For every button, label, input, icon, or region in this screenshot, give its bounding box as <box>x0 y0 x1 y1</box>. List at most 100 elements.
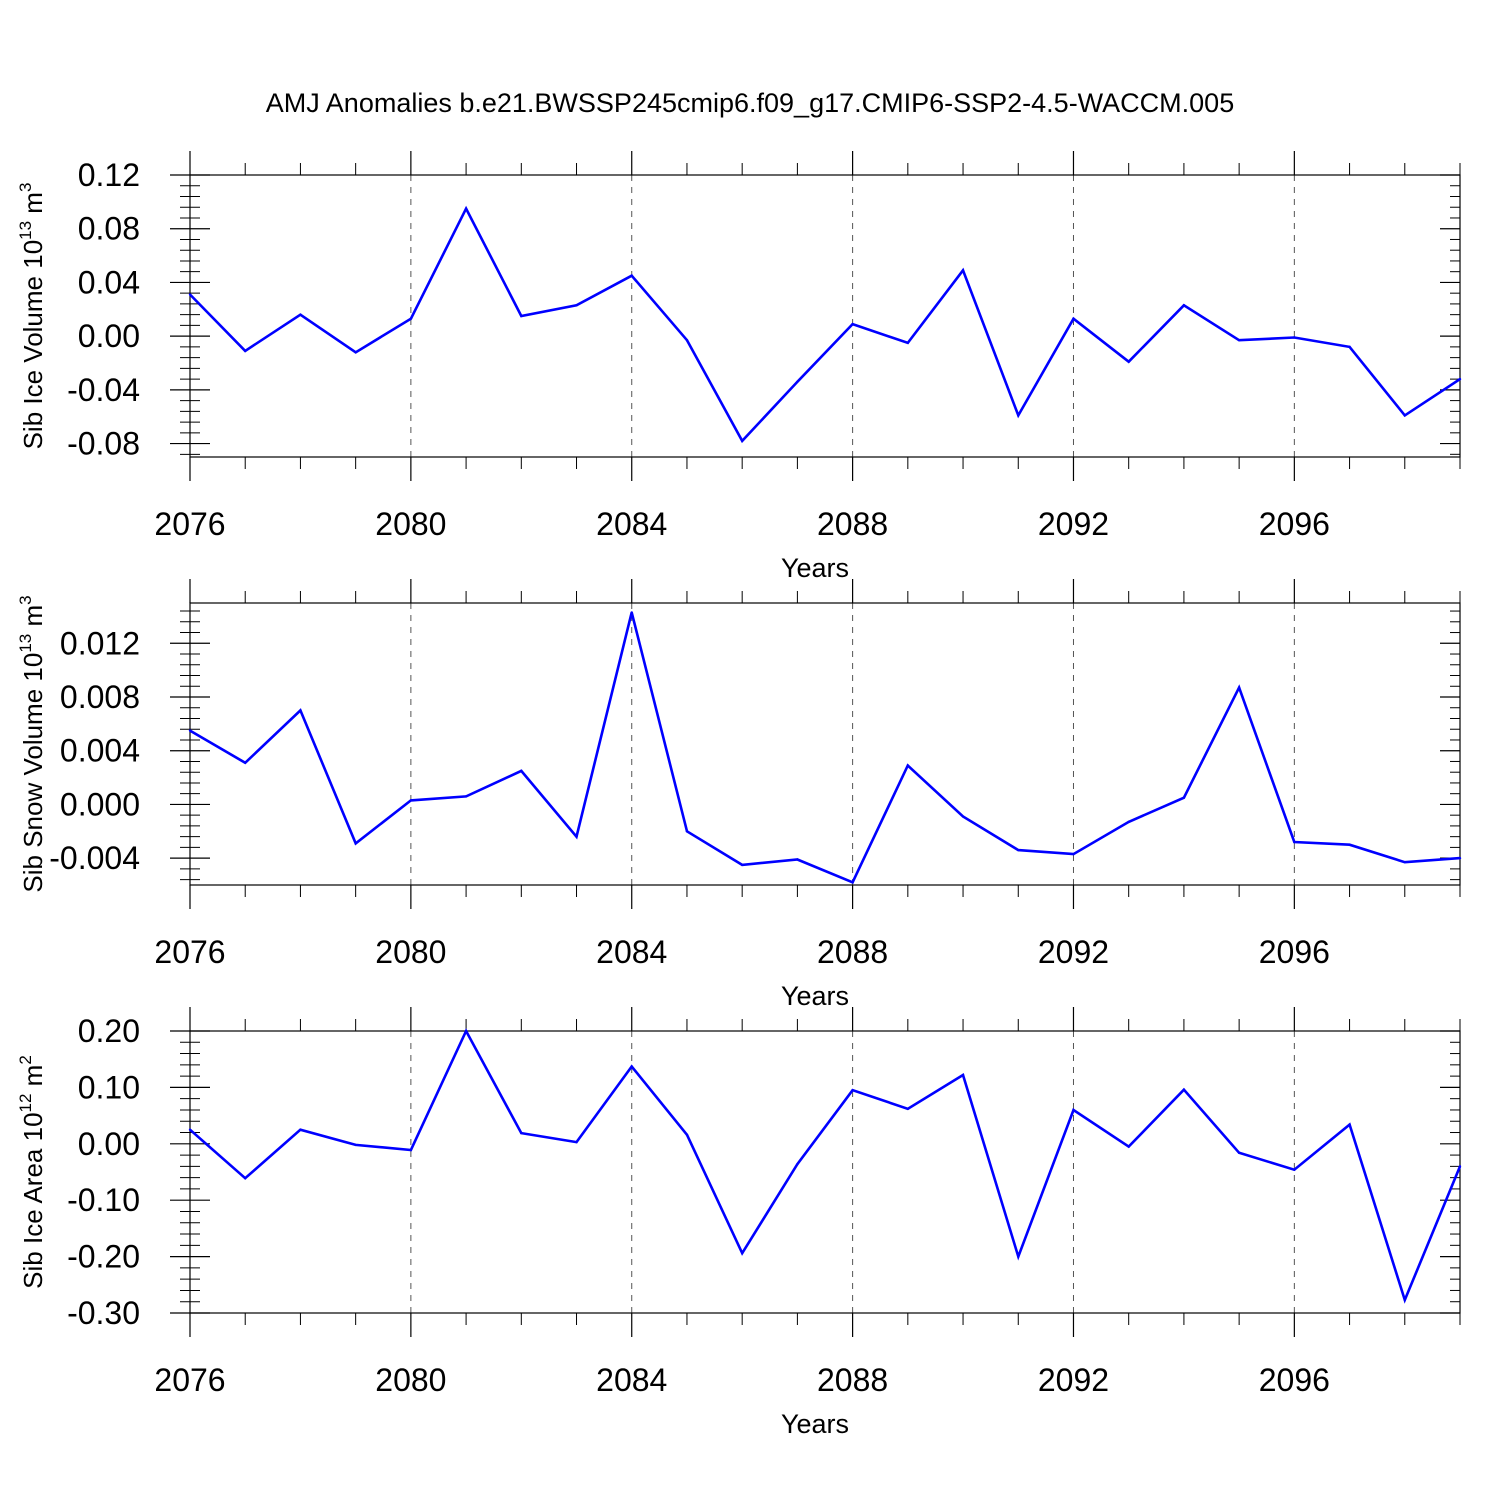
y-tick-label: 0.00 <box>78 1126 140 1162</box>
data-point <box>685 830 689 833</box>
x-axis-label: Years <box>781 1409 849 1439</box>
x-tick-label: 2084 <box>596 506 667 542</box>
data-point <box>1348 843 1351 846</box>
data-point <box>851 322 854 326</box>
data-point <box>685 1133 689 1136</box>
data-point <box>740 863 744 867</box>
y-axis-label: Sib Snow Volume 1013 m3 <box>16 595 48 892</box>
data-point <box>409 317 413 320</box>
data-point <box>796 380 799 383</box>
x-tick-label: 2096 <box>1259 1362 1330 1398</box>
data-point <box>1182 1088 1186 1091</box>
y-tick-label: 0.04 <box>78 264 140 300</box>
data-point <box>354 842 357 845</box>
chart-panel-2: 2076 2080 2084 2088 2092 2096 0.012 0.008 0.004 0… <box>16 579 1462 1011</box>
data-point <box>1072 852 1075 856</box>
data-point <box>796 1162 799 1166</box>
data-point <box>1237 338 1241 342</box>
data-point <box>354 351 357 354</box>
data-point <box>464 795 468 798</box>
x-tick-label: 2076 <box>154 506 225 542</box>
data-point <box>1017 1255 1020 1258</box>
chart-panel-3: 2076 2080 2084 2088 2092 2096 0.20 0.10 0.00 -0.1… <box>16 1007 1462 1439</box>
x-tick-label: 2088 <box>817 506 888 542</box>
data-point <box>1237 686 1241 689</box>
x-tick-label: 2096 <box>1259 934 1330 970</box>
data-point <box>188 293 192 296</box>
x-tick-label: 2092 <box>1038 934 1109 970</box>
data-point <box>520 769 523 773</box>
x-tick-label: 2080 <box>375 1362 446 1398</box>
data-point <box>299 313 302 316</box>
data-point <box>244 761 247 764</box>
y-tick-label: 0.008 <box>60 679 140 715</box>
data-point <box>1293 840 1296 844</box>
data-point <box>1403 860 1406 864</box>
y-tick-label: 0.000 <box>60 786 140 822</box>
x-tick-label: 2076 <box>154 934 225 970</box>
data-point <box>1072 317 1075 320</box>
x-axis-label: Years <box>781 553 849 583</box>
data-point <box>796 858 799 861</box>
data-point <box>1127 820 1130 824</box>
data-point <box>1403 414 1406 417</box>
y-axis-label: Sib Ice Volume 1013 m3 <box>16 183 48 450</box>
data-point <box>409 1148 413 1152</box>
data-point <box>244 1177 247 1180</box>
data-point <box>1458 377 1462 381</box>
data-point <box>1458 1165 1462 1168</box>
series-line <box>189 1028 1462 1304</box>
data-point <box>409 799 413 802</box>
data-point <box>1127 360 1130 363</box>
y-tick-label: -0.08 <box>67 426 140 462</box>
y-tick-label: 0.20 <box>78 1013 140 1049</box>
plot-frame <box>189 174 1461 458</box>
data-point <box>630 611 633 614</box>
x-tick-label: 2088 <box>817 1362 888 1398</box>
y-tick-label: -0.30 <box>67 1295 140 1331</box>
data-point <box>1293 1168 1296 1171</box>
data-point <box>1458 856 1462 860</box>
data-point <box>1017 414 1020 417</box>
data-point <box>575 304 578 307</box>
data-point <box>906 341 910 345</box>
data-point <box>851 1089 854 1092</box>
data-point <box>1127 1145 1130 1148</box>
y-tick-label: 0.00 <box>78 318 140 354</box>
data-point <box>299 709 302 712</box>
data-point <box>740 1252 744 1255</box>
data-point <box>1017 848 1020 852</box>
figure-title: AMJ Anomalies b.e21.BWSSP245cmip6.f09_g1… <box>266 88 1234 118</box>
y-tick-label: 0.004 <box>60 733 140 769</box>
y-tick-label: 0.12 <box>78 157 140 193</box>
y-tick-label: 0.10 <box>78 1069 140 1105</box>
data-point <box>520 314 523 318</box>
data-point <box>1348 1123 1351 1126</box>
data-point <box>520 1131 523 1135</box>
x-tick-label: 2092 <box>1038 506 1109 542</box>
data-point <box>188 1128 192 1131</box>
y-tick-label: 0.08 <box>78 211 140 247</box>
data-point <box>685 338 689 342</box>
data-point <box>1182 304 1186 307</box>
data-point <box>299 1128 302 1131</box>
data-point <box>244 349 247 353</box>
y-tick-label: 0.012 <box>60 625 140 661</box>
series-line <box>189 612 1461 884</box>
y-tick-label: -0.20 <box>67 1239 140 1275</box>
data-point <box>575 835 578 838</box>
data-point <box>630 274 633 277</box>
series-line <box>189 205 1461 444</box>
data-point <box>1293 336 1296 339</box>
data-point <box>961 1073 965 1077</box>
data-point <box>1182 796 1186 799</box>
data-point <box>1348 345 1351 349</box>
data-point <box>906 1107 910 1111</box>
data-point <box>961 815 965 818</box>
data-point <box>740 439 744 443</box>
chart-panel-1: 2076 2080 2084 2088 2092 2096 0.12 0.08 0.04 0.00… <box>16 151 1462 583</box>
y-tick-label: -0.10 <box>67 1182 140 1218</box>
plot-frame <box>189 1030 1461 1314</box>
